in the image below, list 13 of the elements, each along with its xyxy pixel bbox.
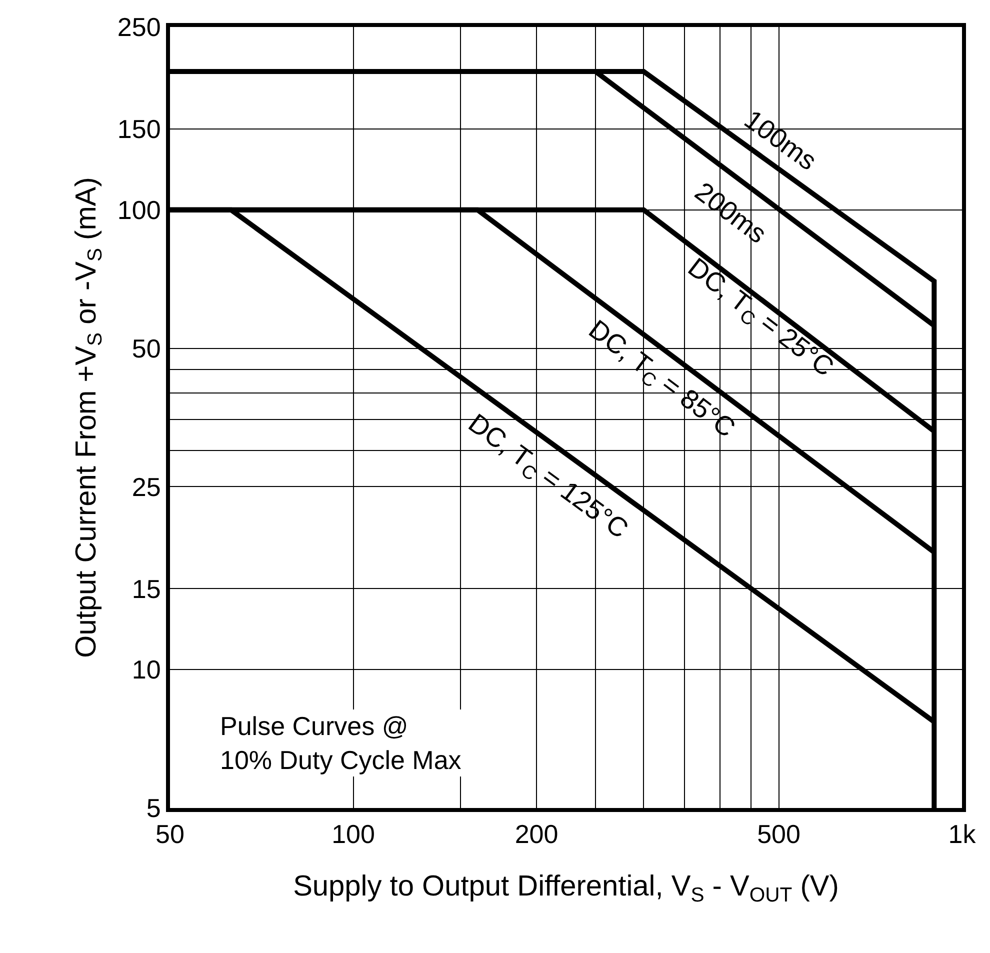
x-tick-label: 200 [514,819,558,850]
x-tick-label: 500 [757,819,800,850]
x-tick-label: 1k [948,819,977,850]
x-axis-title: Supply to Output Differential, V$_{S}$ - V$_{OUT}$ (V) [293,870,839,907]
y-tick-label: 25 [132,472,161,502]
y-tick-label: 50 [132,333,161,364]
y-tick-label: 15 [132,574,161,604]
y-tick-label: 10 [132,654,161,685]
y-tick-label: 100 [117,195,161,226]
x-tick-label: 100 [332,819,375,850]
annotation: Pulse Curves @ 10% Duty Cycle Max [220,711,462,775]
y-tick-label: 150 [117,114,161,144]
y-tick-label: 250 [117,12,161,42]
